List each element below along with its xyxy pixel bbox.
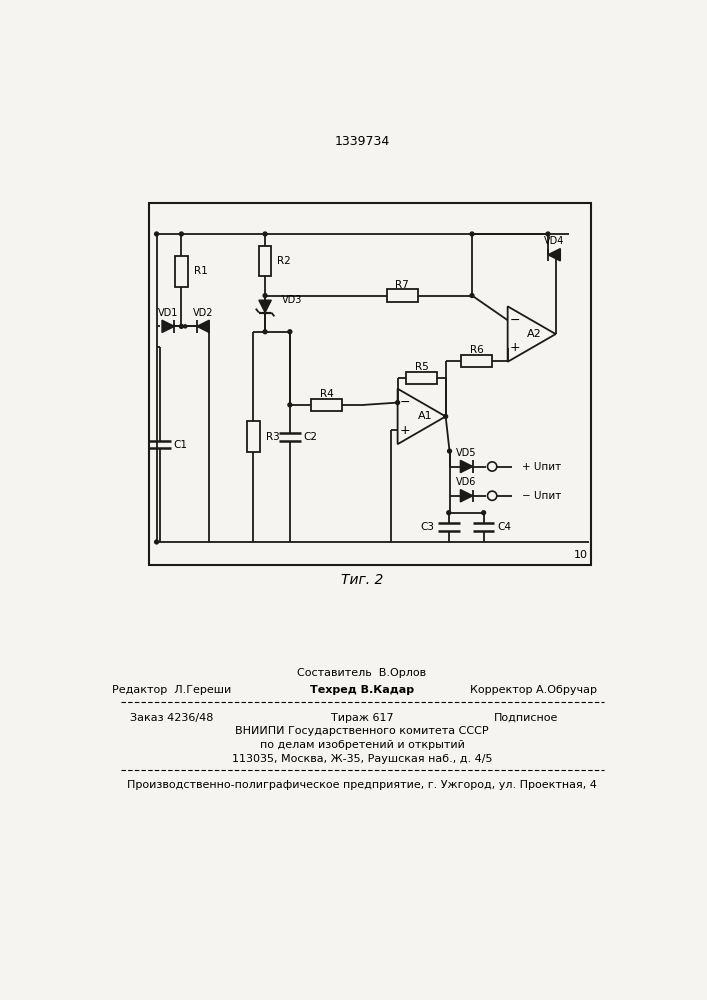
Text: Подписное: Подписное: [494, 713, 559, 723]
Text: R3: R3: [266, 432, 279, 442]
Text: Техред В.Кадар: Техред В.Кадар: [310, 685, 414, 695]
Circle shape: [184, 325, 187, 328]
Text: R1: R1: [194, 266, 208, 276]
Text: 1339734: 1339734: [334, 135, 390, 148]
Circle shape: [288, 403, 292, 407]
Circle shape: [155, 232, 158, 236]
Text: R4: R4: [320, 389, 334, 399]
Circle shape: [447, 511, 450, 515]
Text: C3: C3: [421, 522, 435, 532]
Polygon shape: [259, 300, 271, 312]
Circle shape: [470, 294, 474, 297]
Text: VD4: VD4: [544, 236, 564, 246]
Text: Тираж 617: Тираж 617: [331, 713, 393, 723]
Circle shape: [396, 401, 399, 405]
Bar: [175, 256, 187, 287]
Circle shape: [263, 330, 267, 334]
Circle shape: [470, 232, 474, 236]
Polygon shape: [548, 249, 561, 261]
Circle shape: [180, 324, 183, 328]
Text: C4: C4: [498, 522, 512, 532]
Text: VD1: VD1: [158, 308, 178, 318]
Circle shape: [444, 415, 448, 418]
Text: + Uпит: + Uпит: [522, 462, 561, 472]
Circle shape: [546, 232, 550, 236]
Circle shape: [180, 232, 183, 236]
Text: VD2: VD2: [193, 308, 214, 318]
Text: R5: R5: [415, 362, 428, 372]
Text: Редактор  Л.Гереши: Редактор Л.Гереши: [112, 685, 231, 695]
Polygon shape: [460, 490, 473, 502]
Bar: [259, 246, 271, 276]
Polygon shape: [460, 460, 473, 473]
Text: Τиг. 2: Τиг. 2: [341, 573, 383, 587]
Text: по делам изобретений и открытий: по делам изобретений и открытий: [259, 740, 464, 750]
Text: +: +: [510, 341, 521, 354]
Circle shape: [448, 449, 452, 453]
Circle shape: [155, 540, 158, 544]
Circle shape: [288, 330, 292, 334]
Text: − Uпит: − Uпит: [522, 491, 561, 501]
Circle shape: [263, 232, 267, 236]
Bar: [149, 203, 590, 565]
Text: Корректор А.Обручар: Корректор А.Обручар: [470, 685, 597, 695]
Polygon shape: [197, 320, 209, 333]
Text: A2: A2: [527, 329, 542, 339]
Text: A1: A1: [417, 411, 432, 421]
Text: R7: R7: [395, 280, 409, 290]
Text: −: −: [510, 314, 520, 327]
Circle shape: [481, 511, 486, 515]
Text: Заказ 4236/48: Заказ 4236/48: [129, 713, 213, 723]
Text: 10: 10: [574, 550, 588, 560]
Text: +: +: [400, 424, 411, 437]
Text: VD3: VD3: [282, 295, 303, 305]
Bar: [247, 421, 259, 452]
Text: C2: C2: [304, 432, 318, 442]
Bar: [387, 289, 418, 302]
Text: C1: C1: [174, 440, 187, 450]
Text: R6: R6: [469, 345, 484, 355]
Bar: [311, 399, 342, 411]
Text: Производственно-полиграфическое предприятие, г. Ужгород, ул. Проектная, 4: Производственно-полиграфическое предприя…: [127, 780, 597, 790]
Text: ВНИИПИ Государственного комитета СССР: ВНИИПИ Государственного комитета СССР: [235, 726, 489, 736]
Text: VD5: VD5: [456, 448, 477, 458]
Text: −: −: [400, 396, 411, 409]
Circle shape: [263, 294, 267, 297]
Text: R2: R2: [277, 256, 291, 266]
Text: Составитель  В.Орлов: Составитель В.Орлов: [298, 668, 426, 678]
Text: 113035, Москва, Ж-35, Раушская наб., д. 4/5: 113035, Москва, Ж-35, Раушская наб., д. …: [232, 754, 492, 764]
Bar: [461, 355, 492, 367]
Bar: [406, 372, 437, 384]
Text: VD6: VD6: [457, 477, 477, 487]
Polygon shape: [162, 320, 175, 333]
